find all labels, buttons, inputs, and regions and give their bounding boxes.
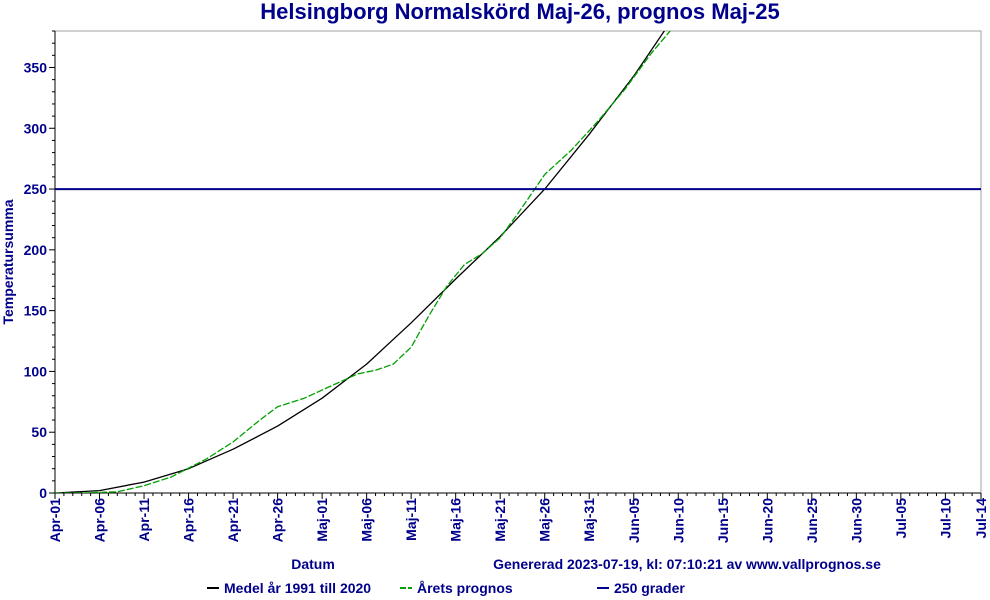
y-tick-label: 350 [24,59,48,75]
x-axis-label: Datum [291,556,335,572]
y-tick-label: 100 [24,363,48,379]
y-tick-label: 0 [39,485,47,501]
x-tick-label: Jul-14 [973,498,989,539]
x-tick-label: Maj-06 [359,498,375,542]
x-tick-label: Maj-11 [403,498,419,541]
y-tick-label: 50 [31,424,47,440]
series-medel-line [55,31,666,493]
x-tick-label: Maj-26 [537,498,553,542]
x-tick-label: Maj-16 [448,498,464,542]
plot-area [54,30,982,494]
x-tick-label: Apr-16 [181,498,197,543]
x-tick-label: Jun-20 [759,498,775,543]
y-axis-label: Temperatursumma [0,199,16,324]
x-tick-label: Maj-01 [314,498,330,542]
x-tick-label: Jun-30 [848,498,864,543]
x-axis-ticks: Apr-01 Apr-06 Apr-11 Apr-16 Apr-21 Apr-26 Maj-… [47,493,989,543]
x-tick-label: Apr-11 [136,498,152,542]
x-tick-label: Jul-10 [937,498,953,539]
series-arets-prognos-legend-label: Årets prognos [417,580,513,596]
x-tick-label: Apr-01 [47,498,63,543]
x-tick-label: Jun-05 [626,498,642,543]
y-tick-label: 150 [24,303,48,319]
x-tick-label: Apr-06 [92,498,108,543]
y-axis-ticks: 0 50 100 150 200 250 300 350 [24,30,55,501]
x-tick-label: Jul-05 [893,498,909,539]
generated-note: Genererad 2023-07-19, kl: 07:10:21 av ww… [493,556,881,572]
x-tick-label: Maj-21 [492,498,508,542]
y-tick-label: 200 [24,242,48,258]
series-arets-prognos-line [55,31,671,493]
y-tick-label: 250 [24,181,48,197]
series-250-grader-legend-label: 250 grader [614,580,685,596]
chart-title: Helsingborg Normalskörd Maj-26, prognos … [260,0,780,24]
x-tick-label: Jun-25 [804,498,820,543]
series-medel-legend-label: Medel år 1991 till 2020 [224,580,371,596]
legend: Medel år 1991 till 2020 Årets prognos 250 … [207,580,685,596]
x-tick-label: Jun-10 [670,498,686,543]
x-tick-label: Maj-31 [581,498,597,542]
x-tick-label: Apr-26 [270,498,286,543]
x-tick-label: Jun-15 [715,498,731,543]
y-tick-label: 300 [24,120,48,136]
x-tick-label: Apr-21 [225,498,241,543]
series-lines [55,31,981,493]
